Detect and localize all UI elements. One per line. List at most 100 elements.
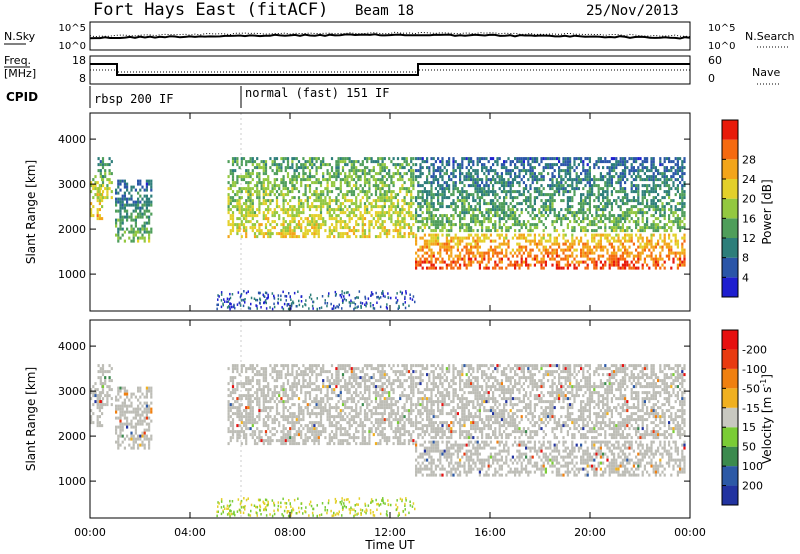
power-cell — [381, 187, 384, 191]
power-cell — [326, 211, 329, 215]
power-cell — [260, 187, 263, 191]
power-cell — [571, 260, 574, 264]
power-cell — [492, 157, 495, 161]
power-cell — [630, 233, 633, 237]
velocity-cell — [227, 403, 230, 407]
power-cell — [657, 193, 660, 197]
power-cell — [562, 199, 565, 203]
velocity-cell — [253, 439, 257, 443]
power-cell — [348, 293, 351, 297]
power-cell — [646, 220, 649, 224]
power-cell — [558, 175, 561, 179]
power-cell — [328, 199, 331, 203]
power-cell — [635, 187, 638, 191]
power-cell — [271, 307, 274, 311]
power-cell — [267, 211, 270, 215]
power-cell — [454, 208, 457, 212]
power-cell — [525, 239, 528, 243]
power-cell — [573, 248, 576, 252]
power-cell — [531, 181, 534, 185]
power-cell — [439, 184, 442, 188]
power-cell — [621, 196, 624, 200]
power-cell — [527, 233, 530, 237]
power-cell — [355, 202, 358, 206]
power-cell — [385, 306, 388, 309]
power-cell — [104, 175, 107, 179]
power-cell — [496, 263, 499, 267]
power-cell — [571, 199, 574, 203]
power-cell — [599, 242, 602, 246]
power-cell — [139, 182, 142, 186]
power-cell — [525, 257, 528, 261]
power-cell — [316, 297, 318, 300]
power-cell — [394, 223, 397, 227]
power-cell — [306, 229, 309, 233]
power-cell — [593, 223, 596, 227]
power-cell — [652, 260, 655, 264]
power-cell — [394, 193, 397, 197]
power-cell — [569, 172, 572, 176]
power-cell — [661, 175, 664, 179]
power-cell — [659, 233, 662, 237]
power-cell — [412, 217, 415, 221]
power-cell — [505, 254, 508, 258]
power-cell — [396, 211, 400, 215]
power-cell — [143, 227, 146, 231]
power-cell — [525, 184, 528, 188]
power-cell — [143, 236, 146, 240]
power-cell — [619, 220, 622, 224]
velocity-cell — [236, 364, 239, 368]
power-cell — [445, 251, 448, 255]
power-cell — [108, 169, 111, 173]
power-cell — [143, 230, 146, 234]
velocity-cell — [137, 410, 140, 414]
power-cell — [509, 202, 512, 206]
velocity-cell — [90, 418, 93, 422]
power-cell — [339, 235, 342, 239]
power-cell — [683, 263, 686, 267]
power-cell — [496, 208, 499, 212]
power-cell — [560, 208, 563, 212]
power-cell — [641, 202, 644, 206]
power-cell — [635, 233, 638, 237]
power-cell — [474, 187, 477, 191]
power-cell — [339, 226, 342, 230]
power-cell — [245, 217, 248, 221]
power-cell — [348, 172, 351, 176]
cpid-mode-1: rbsp 200 IF — [94, 92, 173, 106]
power-colorbar-swatch — [722, 198, 738, 219]
power-cell — [297, 160, 301, 164]
power-cell — [405, 163, 408, 167]
power-cell — [317, 157, 320, 161]
power-cell — [617, 178, 620, 182]
power-cell — [439, 223, 442, 227]
power-cell — [663, 169, 666, 173]
power-cell — [275, 178, 279, 182]
velocity-cell — [256, 370, 259, 374]
power-cell — [461, 157, 464, 161]
power-cell — [635, 226, 638, 230]
power-cell — [229, 217, 232, 221]
power-cell — [308, 220, 312, 224]
power-cell — [569, 245, 572, 249]
power-cell — [92, 214, 95, 218]
power-cell — [674, 172, 677, 176]
power-cell — [520, 163, 523, 167]
velocity-cell — [97, 394, 100, 398]
power-cell — [617, 160, 620, 164]
power-cell — [505, 166, 508, 170]
power-cell — [226, 297, 229, 300]
power-cell — [494, 211, 497, 215]
power-cell — [324, 187, 327, 191]
velocity-cell — [119, 434, 122, 438]
power-cell — [538, 248, 541, 252]
power-cell — [284, 211, 287, 215]
velocity-cell — [236, 385, 239, 389]
power-cell — [448, 196, 451, 200]
power-cell — [139, 230, 142, 234]
power-cell — [342, 301, 344, 304]
power-cell — [421, 193, 424, 197]
power-cell — [463, 175, 466, 179]
power-cell — [341, 166, 345, 170]
power-cell — [654, 187, 657, 191]
